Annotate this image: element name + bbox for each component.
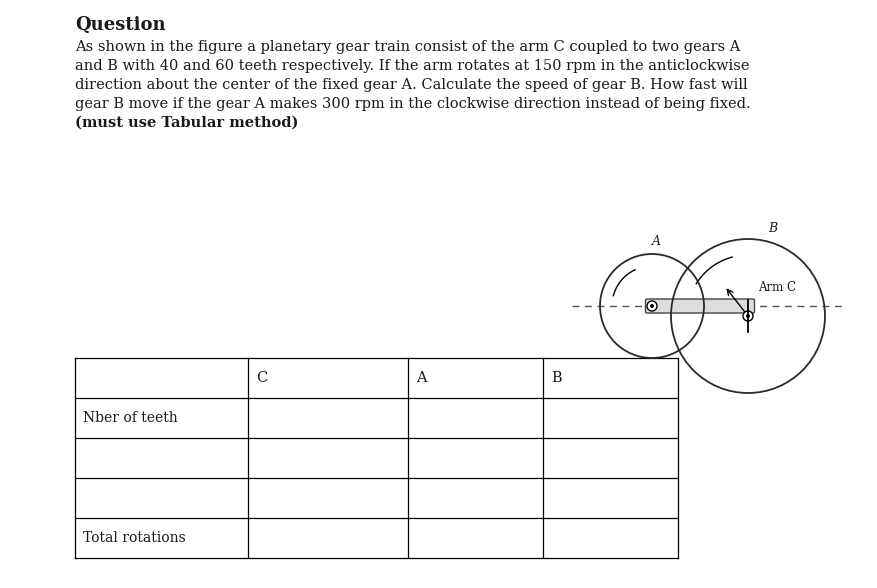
Text: direction about the center of the fixed gear A. Calculate the speed of gear B. H: direction about the center of the fixed … <box>75 78 747 92</box>
Text: As shown in the figure a planetary gear train consist of the arm C coupled to tw: As shown in the figure a planetary gear … <box>75 40 740 54</box>
FancyBboxPatch shape <box>645 299 754 313</box>
Circle shape <box>647 301 657 311</box>
Text: B: B <box>768 222 778 235</box>
Text: B: B <box>551 371 561 385</box>
Text: A: A <box>652 235 660 248</box>
Text: Total rotations: Total rotations <box>83 531 186 545</box>
Text: C: C <box>256 371 267 385</box>
Text: gear B move if the gear A makes 300 rpm in the clockwise direction instead of be: gear B move if the gear A makes 300 rpm … <box>75 97 751 111</box>
Circle shape <box>746 314 750 318</box>
Text: Arm C: Arm C <box>758 281 796 294</box>
Circle shape <box>650 304 654 308</box>
Text: (must use Tabular method): (must use Tabular method) <box>75 116 298 130</box>
Text: Nber of teeth: Nber of teeth <box>83 411 178 425</box>
Text: A: A <box>416 371 426 385</box>
Circle shape <box>743 311 753 321</box>
Text: and B with 40 and 60 teeth respectively. If the arm rotates at 150 rpm in the an: and B with 40 and 60 teeth respectively.… <box>75 59 750 73</box>
Text: Question: Question <box>75 16 166 34</box>
